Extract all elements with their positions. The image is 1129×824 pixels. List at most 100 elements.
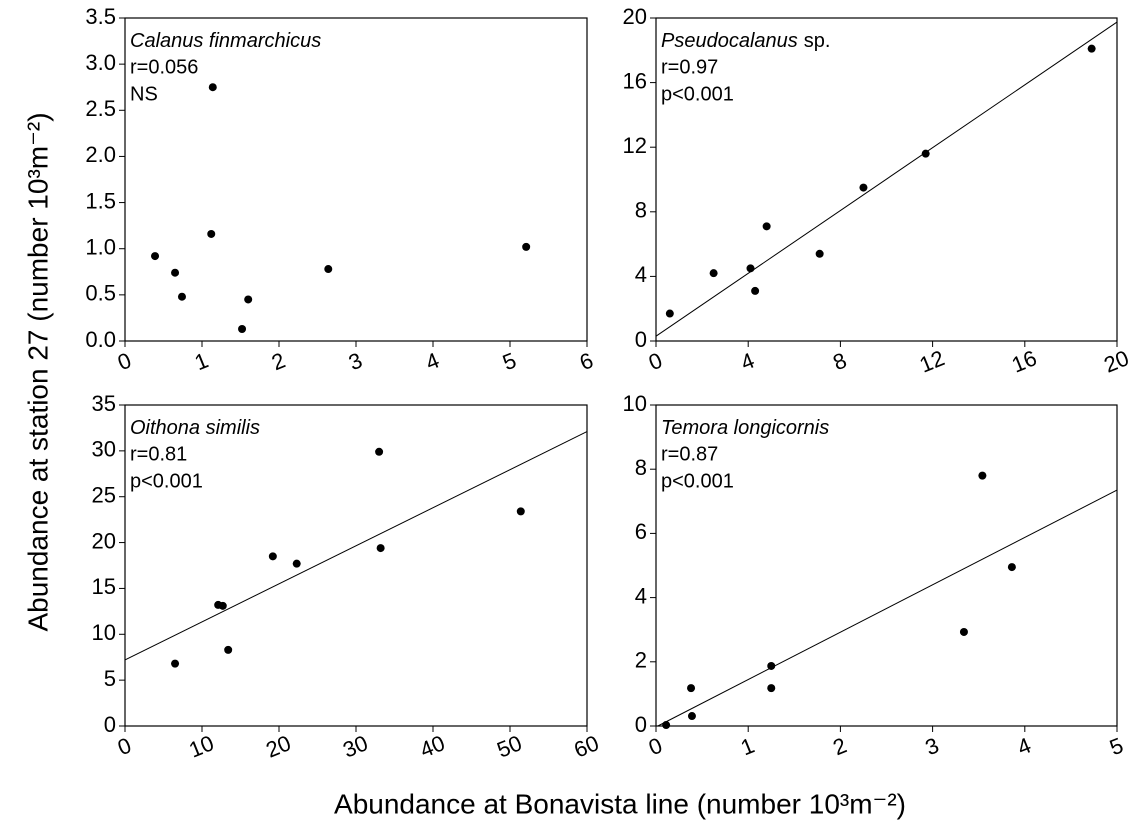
plot-frame bbox=[124, 404, 588, 727]
regression-line bbox=[124, 431, 588, 661]
y-tick-label: 20 bbox=[623, 4, 647, 29]
data-point bbox=[171, 268, 180, 277]
data-point bbox=[151, 252, 160, 261]
stat-label: NS bbox=[130, 83, 158, 105]
plot-frame bbox=[655, 17, 1118, 342]
data-point bbox=[522, 242, 531, 251]
data-point bbox=[224, 645, 233, 654]
x-tick-label: 0 bbox=[645, 348, 666, 376]
data-point bbox=[921, 149, 930, 158]
y-tick-label: 25 bbox=[92, 483, 116, 508]
data-point bbox=[177, 292, 186, 301]
stat-label: p<0.001 bbox=[661, 83, 734, 105]
x-tick-label: 3 bbox=[922, 733, 943, 761]
data-point bbox=[959, 627, 968, 636]
x-tick-label: 30 bbox=[339, 730, 371, 762]
y-tick-label: 0 bbox=[104, 712, 116, 737]
species-name: Oithona similis bbox=[130, 417, 260, 439]
data-point bbox=[746, 264, 755, 273]
data-point bbox=[978, 471, 987, 480]
plot-frame bbox=[655, 404, 1118, 727]
x-tick-label: 4 bbox=[737, 348, 758, 376]
y-tick-label: 3.5 bbox=[85, 4, 116, 29]
y-tick-label: 15 bbox=[92, 574, 116, 599]
data-point bbox=[1087, 44, 1096, 53]
x-tick-label: 8 bbox=[829, 348, 850, 376]
species-name: Pseudocalanus bbox=[661, 30, 798, 52]
y-axis-label: Abundance at station 27 (number 10³m⁻²) bbox=[22, 112, 53, 631]
x-tick-label: 6 bbox=[576, 348, 597, 376]
x-tick-label: 1 bbox=[737, 733, 758, 761]
y-tick-label: 10 bbox=[623, 391, 647, 416]
data-point bbox=[244, 295, 253, 304]
x-tick-label: 40 bbox=[416, 730, 448, 762]
data-point bbox=[687, 712, 696, 721]
y-tick-label: 5 bbox=[104, 666, 116, 691]
data-point bbox=[375, 447, 384, 456]
x-tick-label: 4 bbox=[422, 348, 443, 376]
species-label: Oithona similis bbox=[130, 417, 260, 439]
x-axis-label: Abundance at Bonavista line (number 10³m… bbox=[334, 788, 906, 819]
y-tick-label: 16 bbox=[623, 68, 647, 93]
y-tick-label: 0 bbox=[635, 712, 647, 737]
data-point bbox=[709, 269, 718, 278]
stat-label: r=0.97 bbox=[661, 56, 718, 78]
regression-line bbox=[657, 489, 1118, 727]
data-point bbox=[516, 507, 525, 516]
y-tick-label: 30 bbox=[92, 437, 116, 462]
data-point bbox=[218, 601, 227, 610]
species-suffix: sp. bbox=[804, 30, 831, 52]
stat-label: r=0.81 bbox=[130, 443, 187, 465]
x-tick-label: 20 bbox=[1100, 345, 1129, 377]
stat-label: p<0.001 bbox=[661, 470, 734, 492]
y-tick-label: 8 bbox=[635, 198, 647, 223]
y-tick-label: 2.5 bbox=[85, 96, 116, 121]
y-tick-label: 35 bbox=[92, 391, 116, 416]
x-tick-label: 60 bbox=[570, 730, 602, 762]
data-point bbox=[238, 325, 247, 334]
y-tick-label: 2.0 bbox=[85, 142, 116, 167]
x-tick-label: 4 bbox=[1014, 733, 1035, 761]
x-tick-label: 5 bbox=[499, 348, 520, 376]
y-tick-label: 8 bbox=[635, 455, 647, 480]
stat-label: r=0.87 bbox=[661, 443, 718, 465]
data-point bbox=[815, 249, 824, 258]
data-point bbox=[762, 222, 771, 231]
data-point bbox=[767, 684, 776, 693]
x-tick-label: 16 bbox=[1008, 345, 1040, 377]
x-tick-label: 1 bbox=[191, 348, 212, 376]
x-tick-label: 20 bbox=[262, 730, 294, 762]
x-tick-label: 3 bbox=[345, 348, 366, 376]
regression-line bbox=[655, 21, 1118, 337]
y-tick-label: 3.0 bbox=[85, 50, 116, 75]
data-point bbox=[665, 309, 674, 318]
data-point bbox=[208, 83, 217, 92]
y-tick-label: 12 bbox=[623, 133, 647, 158]
species-label: Pseudocalanus sp. bbox=[661, 30, 830, 52]
x-tick-label: 0 bbox=[645, 733, 666, 761]
data-point bbox=[1007, 563, 1016, 572]
y-tick-label: 4 bbox=[635, 262, 647, 287]
x-tick-label: 10 bbox=[185, 730, 217, 762]
x-tick-label: 2 bbox=[268, 348, 289, 376]
x-tick-label: 50 bbox=[493, 730, 525, 762]
species-name: Temora longicornis bbox=[661, 417, 829, 439]
data-point bbox=[171, 659, 180, 668]
y-tick-label: 2 bbox=[635, 648, 647, 673]
x-tick-label: 0 bbox=[114, 348, 135, 376]
y-tick-label: 1.0 bbox=[85, 235, 116, 260]
data-point bbox=[268, 552, 277, 561]
data-point bbox=[207, 229, 216, 238]
x-tick-label: 0 bbox=[114, 733, 135, 761]
data-point bbox=[662, 721, 671, 730]
data-point bbox=[751, 286, 760, 295]
y-tick-label: 6 bbox=[635, 519, 647, 544]
y-tick-label: 0 bbox=[635, 327, 647, 352]
y-tick-label: 0.5 bbox=[85, 281, 116, 306]
data-point bbox=[859, 183, 868, 192]
data-point bbox=[292, 559, 301, 568]
stat-label: p<0.001 bbox=[130, 470, 203, 492]
species-label: Calanus finmarchicus bbox=[130, 30, 321, 52]
